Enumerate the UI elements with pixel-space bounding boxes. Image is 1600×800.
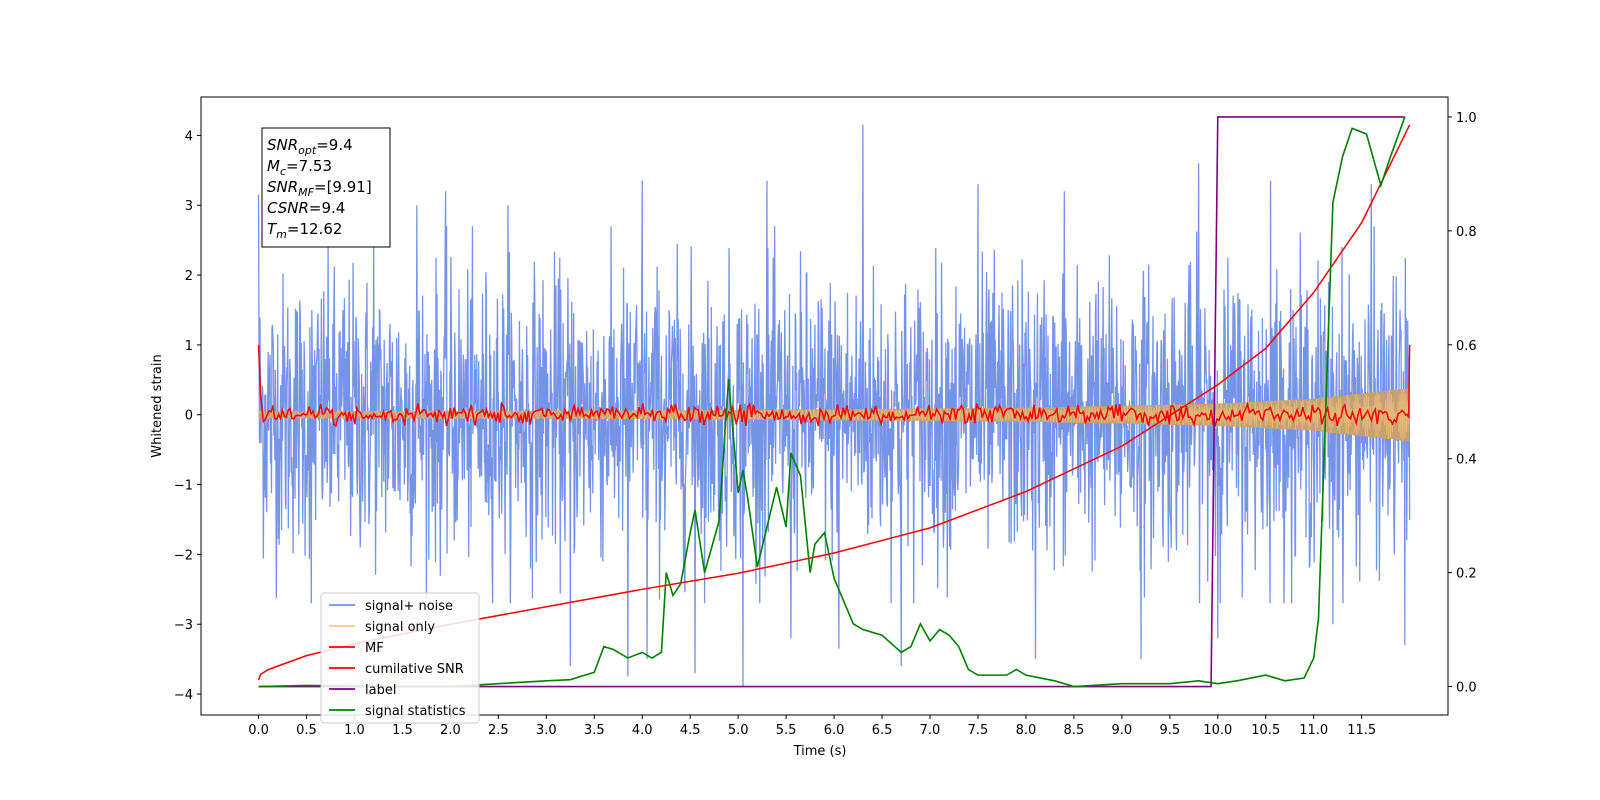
y2-tick-label: 0.2: [1456, 567, 1477, 582]
x-tick-label: 0.5: [296, 723, 317, 738]
y-tick-label: 2: [185, 269, 193, 284]
legend-label: cumilative SNR: [365, 662, 464, 677]
x-tick-label: 5.5: [776, 723, 797, 738]
series-label-line: [258, 116, 1405, 688]
stats-line: Tm=12.62: [267, 220, 342, 241]
y-tick-label: 3: [185, 199, 193, 214]
legend-label: signal statistics: [365, 704, 466, 719]
series-signal-noise-line: [257, 124, 1411, 688]
legend: signal+ noise signal only MF cumilative SNR…: [320, 592, 480, 724]
stats-box-frame: [261, 127, 391, 248]
x-tick-label: 9.5: [1159, 723, 1180, 738]
x-tick-label: 3.5: [584, 723, 605, 738]
y-tick-label: −2: [174, 548, 193, 563]
x-tick-label: 6.5: [872, 723, 893, 738]
x-tick-label: 2.0: [440, 723, 461, 738]
plot-frame: [200, 96, 1449, 716]
stats-line: CSNR=9.4: [267, 199, 345, 217]
y2-tick-label: 0.8: [1456, 225, 1477, 240]
x-tick-label: 5.0: [728, 723, 749, 738]
x-tick-label: 3.0: [536, 723, 557, 738]
series-mf-line: [257, 344, 1411, 428]
series-signal-only-band: [258, 388, 1410, 442]
x-tick-label: 9.0: [1112, 723, 1133, 738]
x-tick-label: 4.0: [632, 723, 653, 738]
legend-label: MF: [365, 641, 384, 656]
x-tick-label: 6.0: [824, 723, 845, 738]
y2-tick-label: 0.4: [1456, 453, 1477, 468]
legend-frame: [320, 592, 480, 724]
x-tick-label: 11.5: [1347, 723, 1376, 738]
x-tick-label: 1.5: [392, 723, 413, 738]
legend-label: label: [365, 683, 396, 698]
y-tick-label: −4: [174, 688, 193, 703]
data-layer: [257, 116, 1411, 688]
x-tick-label: 7.0: [920, 723, 941, 738]
x-tick-label: 8.0: [1016, 723, 1037, 738]
x-tick-label: 2.5: [488, 723, 509, 738]
x-tick-label: 7.5: [968, 723, 989, 738]
y-tick-label: 1: [185, 339, 193, 354]
legend-label: signal only: [365, 620, 435, 635]
ticks-layer: 0.0 0.5 1.0 1.5 2.0 2.5 3.0 3.5 4.0 4.5 5.0 5.5 6.0 6…: [174, 111, 1477, 738]
legend-label: signal+ noise: [365, 599, 453, 614]
x-tick-label: 11.0: [1299, 723, 1328, 738]
y-tick-label: −1: [174, 479, 193, 494]
y2-tick-label: 1.0: [1456, 111, 1477, 126]
stats-line: SNRMF=[9.91]: [267, 178, 372, 199]
x-tick-label: 4.5: [680, 723, 701, 738]
y-tick-label: −3: [174, 618, 193, 633]
series-signal-statistics-line: [258, 116, 1406, 688]
stats-line: SNRopt=9.4: [267, 136, 353, 157]
x-tick-label: 0.0: [248, 723, 269, 738]
x-axis-label: Time (s): [793, 744, 847, 759]
y-tick-label: 4: [185, 129, 193, 144]
x-tick-label: 10.5: [1251, 723, 1280, 738]
stats-line: Mc=7.53: [267, 157, 332, 178]
y2-tick-label: 0.6: [1456, 339, 1477, 354]
x-tick-label: 8.5: [1064, 723, 1085, 738]
y-axis-label: Whitened strain: [150, 354, 165, 457]
y2-tick-label: 0.0: [1456, 681, 1477, 696]
series-cumulative-snr-line: [257, 124, 1411, 681]
x-tick-label: 10.0: [1203, 723, 1232, 738]
x-tick-label: 1.0: [344, 723, 365, 738]
y-tick-label: 0: [185, 409, 193, 424]
